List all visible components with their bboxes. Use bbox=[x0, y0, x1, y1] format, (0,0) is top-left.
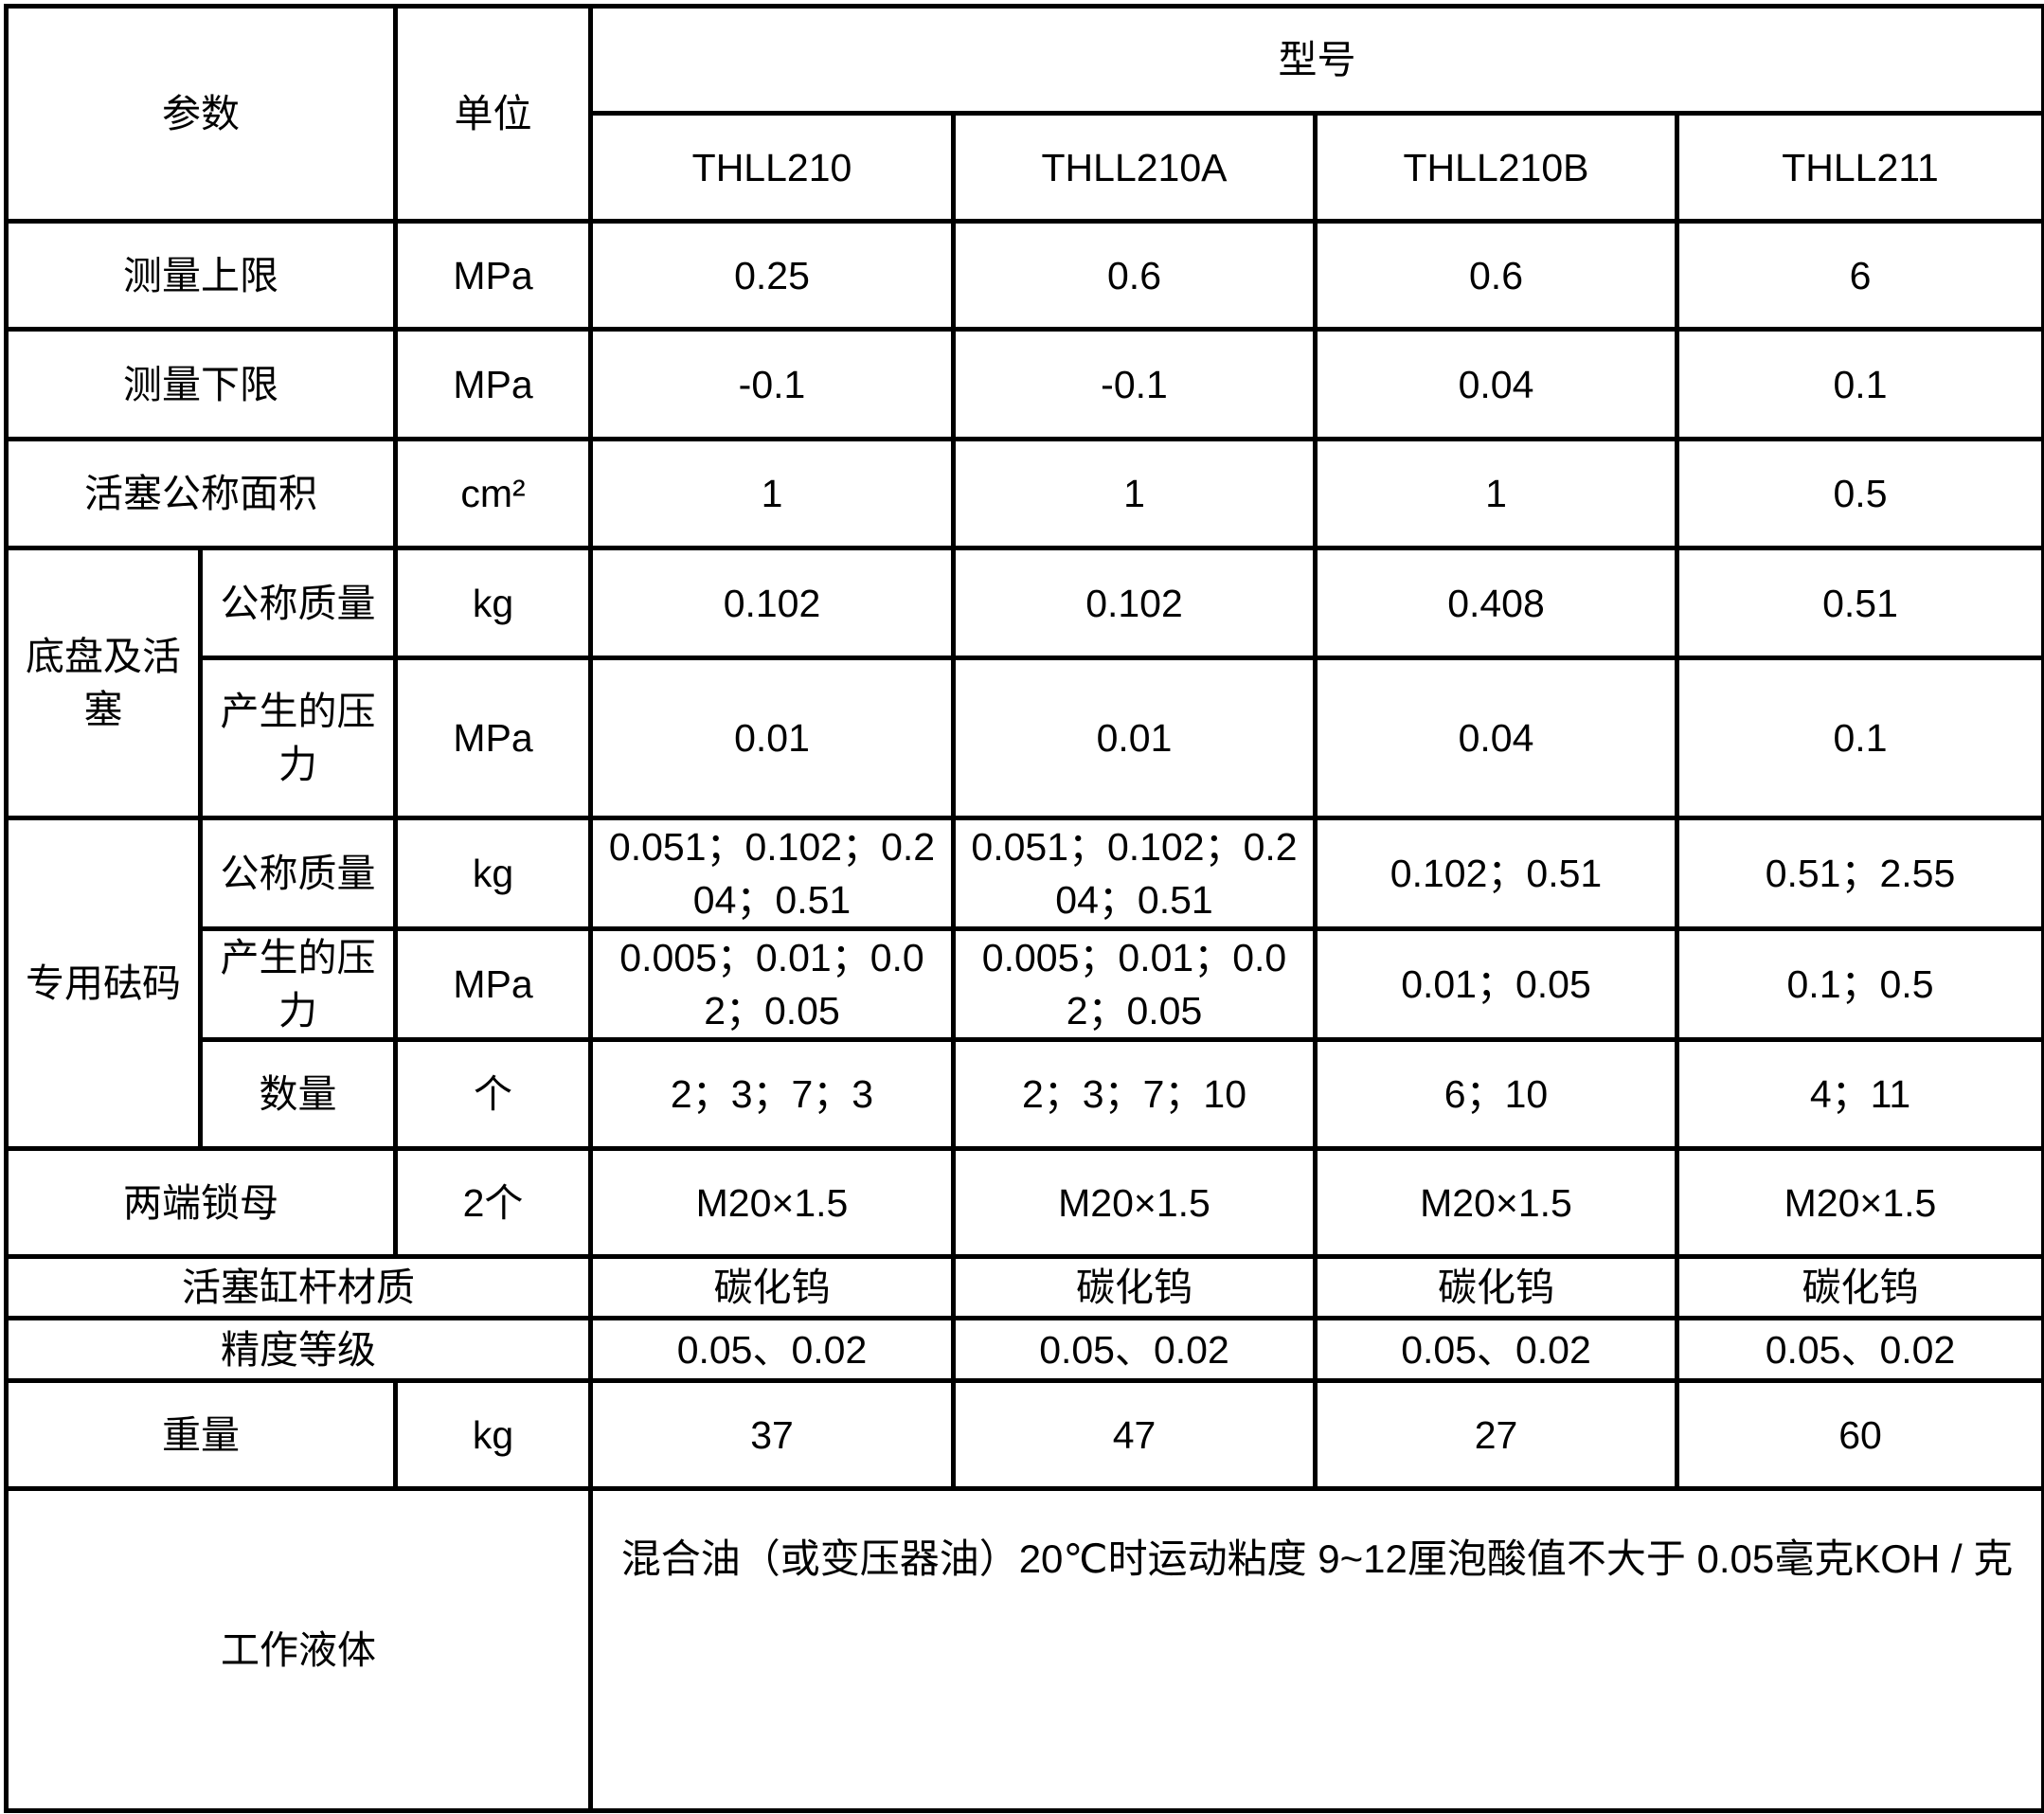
table-cell: 工作液体 bbox=[4, 1486, 593, 1813]
table-cell: 底盘及活塞 bbox=[4, 546, 203, 820]
table-cell: 6 bbox=[1675, 219, 2044, 332]
table-cell: 0.05、0.02 bbox=[1313, 1316, 1679, 1383]
table-row: 参数 单位 型号 bbox=[4, 4, 2044, 224]
table-cell: 0.51 bbox=[1675, 546, 2044, 660]
table-cell: 混合油（或变压器油）20℃时运动粘度 9~12厘泡酸值不大于 0.05毫克KOH… bbox=[588, 1486, 2044, 1813]
table-cell: 0.1；0.5 bbox=[1675, 926, 2044, 1042]
table-cell: 0.6 bbox=[1313, 219, 1679, 332]
table-cell: M20×1.5 bbox=[1675, 1146, 2044, 1259]
header-cell: 参数 bbox=[4, 4, 398, 224]
table-cell: -0.1 bbox=[951, 327, 1318, 441]
table-cell: 活塞缸杆材质 bbox=[4, 1254, 593, 1320]
table-row: 底盘及活塞 公称质量 kg 0.102 0.102 0.408 0.51 bbox=[4, 546, 2044, 820]
table-cell: 0.005；0.01；0.02；0.05 bbox=[588, 926, 956, 1042]
table-cell: M20×1.5 bbox=[1313, 1146, 1679, 1259]
table-cell: 产生的压力 bbox=[198, 656, 398, 820]
table-cell: M20×1.5 bbox=[588, 1146, 956, 1259]
table-row: 两端锁母 2个 M20×1.5 M20×1.5 M20×1.5 M20×1.5 bbox=[4, 1146, 2044, 1259]
table-row: 专用砝码 公称质量 kg 0.051；0.102；0.204；0.51 0.051；0.… bbox=[4, 816, 2044, 1151]
table-cell: MPa bbox=[393, 219, 593, 332]
table-cell: 测量上限 bbox=[4, 219, 398, 332]
table-cell: 2个 bbox=[393, 1146, 593, 1259]
table-cell: 活塞公称面积 bbox=[4, 437, 398, 550]
table-cell: 2；3；7；10 bbox=[951, 1037, 1318, 1151]
table-cell: kg bbox=[393, 816, 593, 931]
table-cell: 数量 bbox=[198, 1037, 398, 1151]
table-cell: 27 bbox=[1313, 1378, 1679, 1491]
spec-table-body: 参数 单位 型号 THLL210 THLL210A THLL210B THLL211 测量上限… bbox=[4, 4, 2044, 1813]
table-cell: 1 bbox=[951, 437, 1318, 550]
table-cell: cm² bbox=[393, 437, 593, 550]
table-cell: 0.01；0.05 bbox=[1313, 926, 1679, 1042]
table-cell: 0.01 bbox=[588, 656, 956, 820]
table-cell: 1 bbox=[588, 437, 956, 550]
table-row: 产生的压力 MPa 0.01 0.01 0.04 0.1 bbox=[7, 656, 2044, 820]
table-cell: 0.051；0.102；0.204；0.51 bbox=[588, 816, 956, 931]
table-row: 活塞缸杆材质 碳化钨 碳化钨 碳化钨 碳化钨 bbox=[4, 1254, 2044, 1320]
table-row: 测量上限 MPa 0.25 0.6 0.6 6 bbox=[4, 219, 2044, 332]
table-cell: 碳化钨 bbox=[1675, 1254, 2044, 1320]
table-cell: 0.05、0.02 bbox=[588, 1316, 956, 1383]
table-row: 精度等级 0.05、0.02 0.05、0.02 0.05、0.02 0.05、0.02 bbox=[4, 1316, 2044, 1383]
table-cell: 公称质量 bbox=[198, 546, 398, 660]
table-cell: 37 bbox=[588, 1378, 956, 1491]
table-cell: 0.102；0.51 bbox=[1313, 816, 1679, 931]
table-cell: 重量 bbox=[4, 1378, 398, 1491]
table-cell: 两端锁母 bbox=[4, 1146, 398, 1259]
table-cell: 个 bbox=[393, 1037, 593, 1151]
table-cell: 专用砝码 bbox=[4, 816, 203, 1151]
table-cell: 0.51；2.55 bbox=[1675, 816, 2044, 931]
header-cell: 型号 bbox=[588, 4, 2044, 116]
table-cell: 0.408 bbox=[1313, 546, 1679, 660]
header-cell: THLL210B bbox=[1313, 111, 1679, 224]
table-cell: 0.25 bbox=[588, 219, 956, 332]
table-cell: 0.05、0.02 bbox=[1675, 1316, 2044, 1383]
table-cell: kg bbox=[393, 1378, 593, 1491]
table-cell: 6；10 bbox=[1313, 1037, 1679, 1151]
table-cell: 0.04 bbox=[1313, 327, 1679, 441]
table-cell: -0.1 bbox=[588, 327, 956, 441]
table-cell: 产生的压力 bbox=[198, 926, 398, 1042]
table-cell: 0.051；0.102；0.204；0.51 bbox=[951, 816, 1318, 931]
table-cell: kg bbox=[393, 546, 593, 660]
table-cell: 0.005；0.01；0.02；0.05 bbox=[951, 926, 1318, 1042]
table-row: 测量下限 MPa -0.1 -0.1 0.04 0.1 bbox=[4, 327, 2044, 441]
table-cell: 碳化钨 bbox=[588, 1254, 956, 1320]
header-cell: THLL210 bbox=[588, 111, 956, 224]
table-cell: 精度等级 bbox=[4, 1316, 593, 1383]
spec-table: 参数 单位 型号 THLL210 THLL210A THLL210B THLL211 测量上限… bbox=[4, 4, 2044, 1813]
table-cell: 4；11 bbox=[1675, 1037, 2044, 1151]
table-cell: 0.5 bbox=[1675, 437, 2044, 550]
table-cell: 2；3；7；3 bbox=[588, 1037, 956, 1151]
table-row: 工作液体 混合油（或变压器油）20℃时运动粘度 9~12厘泡酸值不大于 0.05毫… bbox=[4, 1486, 2044, 1813]
table-cell: 0.102 bbox=[951, 546, 1318, 660]
table-cell: M20×1.5 bbox=[951, 1146, 1318, 1259]
table-cell: MPa bbox=[393, 926, 593, 1042]
header-cell: 单位 bbox=[393, 4, 593, 224]
table-row: 产生的压力 MPa 0.005；0.01；0.02；0.05 0.005；0.01；0… bbox=[7, 926, 2044, 1042]
table-cell: MPa bbox=[393, 327, 593, 441]
table-row: 重量 kg 37 47 27 60 bbox=[4, 1378, 2044, 1491]
table-cell: 60 bbox=[1675, 1378, 2044, 1491]
table-row: THLL210 THLL210A THLL210B THLL211 bbox=[7, 111, 2044, 224]
header-cell: THLL211 bbox=[1675, 111, 2044, 224]
table-row: 数量个 2；3；7；3 2；3；7；10 6；10 4；11 bbox=[7, 1037, 2044, 1151]
table-cell: MPa bbox=[393, 656, 593, 820]
table-cell: 0.05、0.02 bbox=[951, 1316, 1318, 1383]
table-row: 活塞公称面积 cm² 1 1 1 0.5 bbox=[4, 437, 2044, 550]
table-cell: 公称质量 bbox=[198, 816, 398, 931]
table-cell: 0.102 bbox=[588, 546, 956, 660]
table-cell: 0.6 bbox=[951, 219, 1318, 332]
table-cell: 0.01 bbox=[951, 656, 1318, 820]
table-cell: 碳化钨 bbox=[1313, 1254, 1679, 1320]
table-cell: 0.04 bbox=[1313, 656, 1679, 820]
table-cell: 测量下限 bbox=[4, 327, 398, 441]
table-cell: 碳化钨 bbox=[951, 1254, 1318, 1320]
table-cell: 1 bbox=[1313, 437, 1679, 550]
table-cell: 47 bbox=[951, 1378, 1318, 1491]
table-cell: 0.1 bbox=[1675, 327, 2044, 441]
header-cell: THLL210A bbox=[951, 111, 1318, 224]
table-cell: 0.1 bbox=[1675, 656, 2044, 820]
